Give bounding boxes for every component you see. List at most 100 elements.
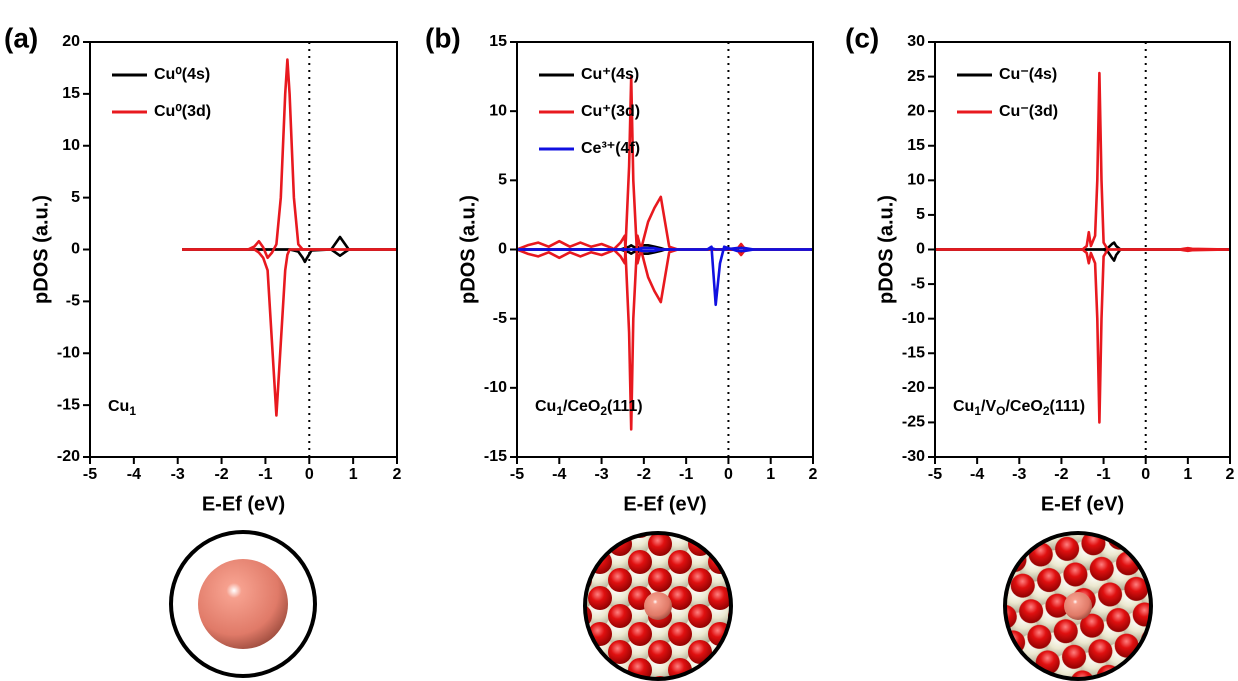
y-tick-label: -15 xyxy=(902,344,925,361)
annotation-part: Cu xyxy=(953,398,974,415)
y-tick-label: 10 xyxy=(62,137,80,154)
x-tick-label: -2 xyxy=(637,466,651,483)
y-tick-label: -20 xyxy=(57,448,80,465)
y-tick-label: 0 xyxy=(71,241,80,258)
x-tick-label: -1 xyxy=(679,466,693,483)
legend-label: Cu⁰(4s) xyxy=(154,66,210,83)
y-tick-label: -10 xyxy=(902,310,925,327)
y-axis-label: pDOS (a.u.) xyxy=(30,195,52,304)
y-tick-label: -15 xyxy=(484,448,507,465)
annotation-part: 1 xyxy=(129,404,136,418)
panel: (c)-5 -4 -3 -2 -1 0 1 2-30-25-20-15-10-50510152… xyxy=(845,22,1235,515)
x-tick-label: -3 xyxy=(171,466,185,483)
x-tick-label: -3 xyxy=(1012,466,1026,483)
y-tick-label: 5 xyxy=(71,189,80,206)
x-tick-label: -4 xyxy=(127,466,141,483)
model-b xyxy=(583,531,733,681)
x-tick-label: 1 xyxy=(1183,466,1192,483)
x-tick-label: -1 xyxy=(258,466,272,483)
x-axis-label: E-Ef (eV) xyxy=(202,493,285,515)
y-tick-label: 10 xyxy=(489,102,507,119)
panel: (a)-5 -4 -3 -2 -1 0 1 2-20-15-10-505101520E-Ef … xyxy=(4,22,402,515)
annotation: Cu1/VO/CeO2(111) xyxy=(953,398,1085,418)
y-axis-label: pDOS (a.u.) xyxy=(457,195,479,304)
x-tick-label: -4 xyxy=(970,466,984,483)
y-tick-label: 20 xyxy=(62,33,80,50)
annotation-part: 1 xyxy=(974,404,981,418)
x-tick-label: 2 xyxy=(809,466,818,483)
annotation-part: (111) xyxy=(607,398,643,415)
legend-label: Cu⁻(3d) xyxy=(999,103,1058,120)
y-tick-label: 0 xyxy=(498,241,507,258)
y-tick-label: 5 xyxy=(916,206,925,223)
x-tick-label: 2 xyxy=(1226,466,1235,483)
model-c xyxy=(978,506,1178,681)
series-line xyxy=(517,245,813,307)
y-tick-label: -5 xyxy=(66,293,80,310)
legend-label: Cu⁺(3d) xyxy=(581,103,640,120)
series-line xyxy=(935,71,1231,251)
legend-label: Cu⁺(4s) xyxy=(581,66,639,83)
y-tick-label: -5 xyxy=(493,310,507,327)
x-tick-label: 1 xyxy=(766,466,775,483)
x-axis-label: E-Ef (eV) xyxy=(1041,493,1124,515)
y-tick-label: 15 xyxy=(489,33,507,50)
x-tick-label: 2 xyxy=(393,466,402,483)
y-tick-label: 20 xyxy=(907,102,925,119)
annotation-part: 2 xyxy=(1043,404,1050,418)
y-tick-label: -20 xyxy=(902,379,925,396)
annotation-part: O xyxy=(996,404,1005,418)
x-tick-label: 0 xyxy=(724,466,733,483)
x-tick-label: 1 xyxy=(349,466,358,483)
legend-label: Cu⁻(4s) xyxy=(999,66,1057,83)
y-tick-label: -25 xyxy=(902,414,925,431)
annotation-part: 1 xyxy=(556,404,563,418)
series-line xyxy=(182,235,397,251)
x-axis-label: E-Ef (eV) xyxy=(623,493,706,515)
plot-frame xyxy=(934,41,1231,458)
x-tick-label: -2 xyxy=(1054,466,1068,483)
annotation-part: Cu xyxy=(535,398,556,415)
annotation-part: /CeO xyxy=(563,398,600,415)
legend-label: Ce³⁺(4f) xyxy=(581,140,640,157)
x-tick-label: -5 xyxy=(83,466,97,483)
x-tick-label: 0 xyxy=(1141,466,1150,483)
annotation: Cu1/CeO2(111) xyxy=(535,398,643,418)
x-tick-label: -3 xyxy=(594,466,608,483)
annotation-part: /CeO xyxy=(1005,398,1042,415)
y-tick-label: 10 xyxy=(907,172,925,189)
y-tick-label: -10 xyxy=(57,344,80,361)
annotation-part: Cu xyxy=(108,398,129,415)
y-tick-label: 25 xyxy=(907,68,925,85)
plot-frame xyxy=(516,41,814,458)
series-line xyxy=(935,248,1231,424)
y-tick-label: -30 xyxy=(902,448,925,465)
panel-label: (c) xyxy=(845,22,879,53)
y-axis-label: pDOS (a.u.) xyxy=(875,195,897,304)
panel-label: (b) xyxy=(425,22,461,53)
legend-label: Cu⁰(3d) xyxy=(154,103,211,120)
y-tick-label: 15 xyxy=(907,137,925,154)
plot-frame xyxy=(89,41,398,458)
y-tick-label: 15 xyxy=(62,85,80,102)
x-tick-label: 0 xyxy=(305,466,314,483)
model-a xyxy=(169,530,317,678)
annotation: Cu1 xyxy=(108,398,136,418)
series-line xyxy=(516,75,813,265)
annotation-part: /V xyxy=(981,398,996,415)
x-tick-label: -4 xyxy=(552,466,566,483)
panel-label: (a) xyxy=(4,22,38,53)
y-tick-label: 30 xyxy=(907,33,925,50)
series-line xyxy=(182,248,397,417)
y-tick-label: -10 xyxy=(484,379,507,396)
x-tick-label: -1 xyxy=(1096,466,1110,483)
y-tick-label: -5 xyxy=(911,275,925,292)
y-tick-label: 0 xyxy=(916,241,925,258)
series-line xyxy=(516,234,813,431)
annotation-part: 2 xyxy=(600,404,607,418)
annotation-part: (111) xyxy=(1050,398,1086,415)
y-tick-label: -15 xyxy=(57,396,80,413)
